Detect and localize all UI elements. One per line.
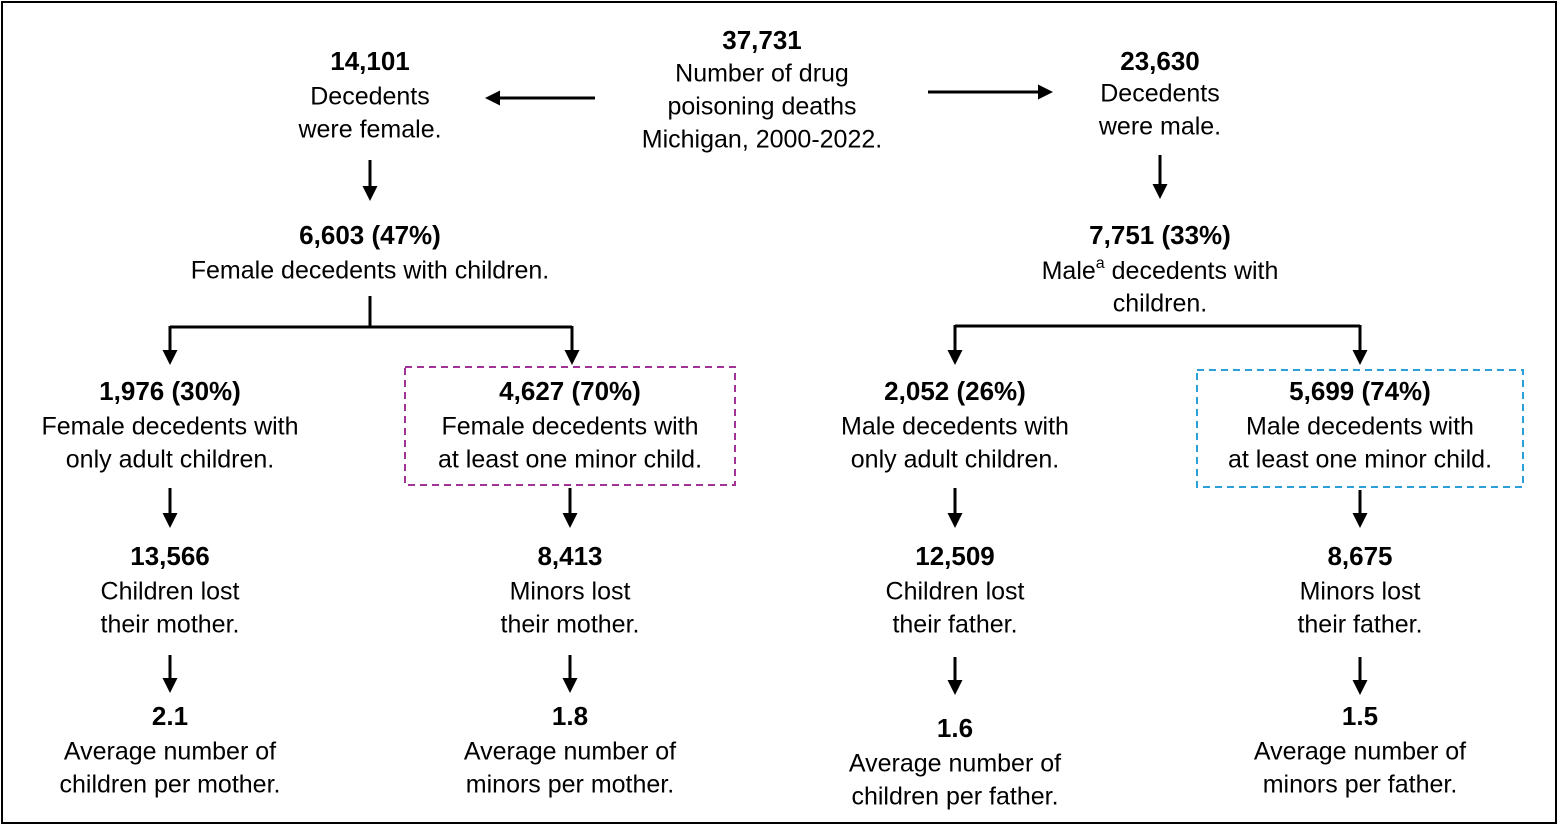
node-label: only adult children. [851, 446, 1059, 474]
node: 37,731 Number of drug poisoning deaths Mich… [642, 25, 882, 154]
node-value: 37,731 [722, 25, 802, 55]
node-value: 7,751 (33%) [1089, 220, 1231, 250]
node-label: their father. [892, 611, 1017, 639]
node-label: Minors lost [1300, 578, 1421, 606]
node-label: Decedents [1100, 80, 1220, 108]
node-label: were female. [297, 116, 441, 144]
node-value: 12,509 [915, 541, 995, 571]
node-label: Female decedents with [41, 413, 298, 441]
node-value: 5,699 (74%) [1289, 376, 1431, 406]
node-label: only adult children. [66, 446, 274, 474]
arrows [162, 84, 1368, 695]
node: 1.5 Average number of minors per father. [1254, 701, 1466, 799]
node-value: 8,675 [1327, 541, 1392, 571]
node-label: at least one minor child. [438, 446, 702, 474]
node: 2.1 Average number of children per mother. [60, 701, 281, 799]
node: 13,566 Children lost their mother. [101, 541, 240, 639]
node-label: Average number of [64, 738, 276, 766]
node-label: Female decedents with children. [191, 257, 550, 285]
node: 4,627 (70%) Female decedents with at least… [438, 376, 702, 474]
node: 7,751 (33%) Malea decedents with children. [1042, 220, 1279, 318]
node-label: poisoning deaths [667, 93, 856, 121]
node-value: 2.1 [152, 701, 188, 731]
node: 1.8 Average number of minors per mother. [464, 701, 676, 799]
node-label: Average number of [849, 750, 1061, 778]
node: 1.6 Average number of children per father. [849, 713, 1061, 811]
node-value: 1,976 (30%) [99, 376, 241, 406]
node-value: 1.8 [552, 701, 588, 731]
node-value: 2,052 (26%) [884, 376, 1026, 406]
node-label: Average number of [464, 738, 676, 766]
node-label: children per father. [851, 783, 1058, 811]
node: 8,675 Minors lost their father. [1297, 541, 1422, 639]
node: 8,413 Minors lost their mother. [501, 541, 640, 639]
node-label: Number of drug [675, 60, 849, 88]
label-part: Male [1042, 257, 1096, 285]
node: 2,052 (26%) Male decedents with only adult… [841, 376, 1069, 474]
node: 5,699 (74%) Male decedents with at least o… [1228, 376, 1492, 474]
node: 23,630 Decedents were male. [1098, 46, 1221, 141]
node-value: 4,627 (70%) [499, 376, 641, 406]
node-label: Minors lost [510, 578, 631, 606]
node-label: Female decedents with [441, 413, 698, 441]
node-label: Malea decedents with [1042, 255, 1279, 284]
highlight-box [1196, 369, 1524, 488]
node-label: Average number of [1254, 738, 1466, 766]
node-label: at least one minor child. [1228, 446, 1492, 474]
node-value: 14,101 [330, 46, 410, 76]
node: 6,603 (47%) Female decedents with childre… [191, 220, 550, 285]
node-value: 23,630 [1120, 46, 1200, 76]
node: 12,509 Children lost their father. [886, 541, 1025, 639]
node-label: minors per father. [1263, 771, 1458, 799]
node: 14,101 Decedents were female. [297, 46, 441, 144]
node-label: children per mother. [60, 771, 281, 799]
node-label: their mother. [501, 611, 640, 639]
node-label: Decedents [310, 83, 430, 111]
node-label: Michigan, 2000-2022. [642, 126, 882, 154]
node-label: Children lost [101, 578, 240, 606]
node-label: were male. [1098, 113, 1221, 141]
node-label: Male decedents with [1246, 413, 1474, 441]
label-part: decedents with [1105, 257, 1279, 285]
node-label: their father. [1297, 611, 1422, 639]
superscript: a [1096, 255, 1105, 272]
node: 1,976 (30%) Female decedents with only adu… [41, 376, 298, 474]
node-label: minors per mother. [466, 771, 674, 799]
node-label: Male decedents with [841, 413, 1069, 441]
node-value: 1.6 [937, 713, 973, 743]
node-value: 1.5 [1342, 701, 1378, 731]
node-value: 13,566 [130, 541, 210, 571]
node-value: 8,413 [537, 541, 602, 571]
highlight-box [404, 366, 736, 486]
node-value: 6,603 (47%) [299, 220, 441, 250]
node-label: Children lost [886, 578, 1025, 606]
node-label: children. [1113, 290, 1208, 318]
node-label: their mother. [101, 611, 240, 639]
